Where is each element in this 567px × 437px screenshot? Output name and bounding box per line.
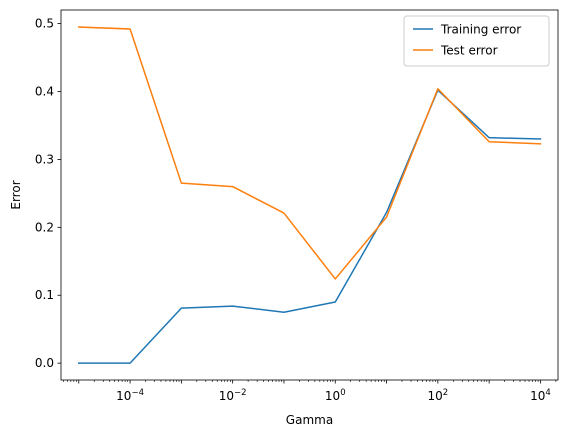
x-tick-label: 100 — [325, 388, 346, 403]
y-tick-label: 0.3 — [35, 152, 54, 166]
series-layer — [78, 26, 542, 364]
legend-label-1: Training error — [440, 23, 521, 37]
y-tick-label: 0.1 — [35, 288, 54, 302]
x-axis-ticks: 10−4 10−2 100 102 104 — [63, 380, 557, 403]
x-tick-label: 10−2 — [219, 388, 247, 403]
y-axis-ticks: 0.0 0.1 0.2 0.3 0.4 0.5 — [35, 17, 61, 370]
y-tick-label: 0.2 — [35, 220, 54, 234]
x-axis-title: Gamma — [286, 413, 333, 427]
y-tick-label: 0.5 — [35, 17, 54, 31]
y-tick-label: 0.0 — [35, 356, 54, 370]
plot-frame — [60, 9, 559, 381]
x-tick-label: 102 — [427, 388, 448, 403]
series-line-1 — [78, 89, 542, 364]
y-axis-title: Error — [9, 180, 23, 209]
y-tick-label: 0.4 — [35, 84, 54, 98]
x-tick-label: 104 — [530, 388, 551, 403]
series-line-2 — [78, 26, 542, 280]
x-tick-label: 10−4 — [116, 388, 144, 403]
legend-box — [403, 15, 550, 67]
legend-label-2: Test error — [440, 44, 498, 58]
legend: Training error Test error — [403, 15, 550, 67]
